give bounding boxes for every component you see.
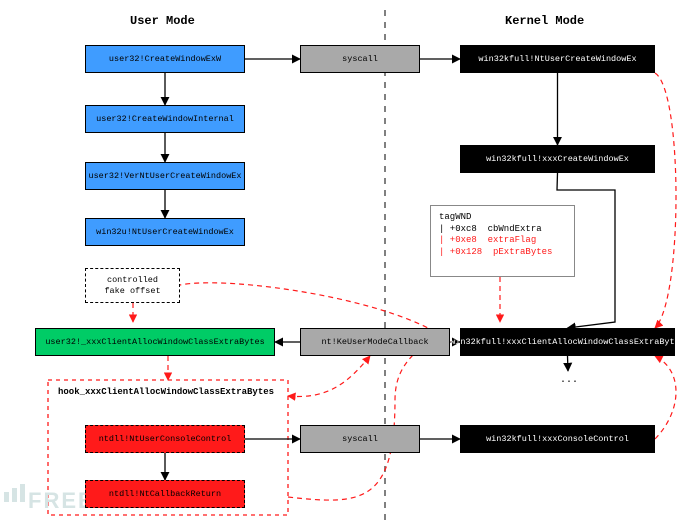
node-u5: user32!_xxxClientAllocWindowClassExtraBy… — [35, 328, 275, 356]
node-k1-label: win32kfull!NtUserCreateWindowEx — [478, 54, 636, 64]
node-h1: ntdll!NtUserConsoleControl — [85, 425, 245, 453]
node-k4: win32kfull!xxxConsoleControl — [460, 425, 655, 453]
node-fo: controlled fake offset — [85, 268, 180, 303]
node-u1: user32!CreateWindowExW — [85, 45, 245, 73]
red-edge-hookbox-to-cb — [288, 356, 370, 397]
node-k1: win32kfull!NtUserCreateWindowEx — [460, 45, 655, 73]
node-sc2-label: syscall — [342, 434, 378, 444]
node-cb: nt!KeUserModeCallback — [300, 328, 450, 356]
node-u4-label: win32u!NtUserCreateWindowEx — [96, 227, 234, 237]
red-edge-k1-to-k3-right-curve — [655, 73, 676, 328]
node-k2: win32kfull!xxxCreateWindowEx — [460, 145, 655, 173]
tagwnd-row: | +0xe8 extraFlag — [439, 235, 566, 247]
ellipsis-dots: ... — [560, 375, 578, 386]
node-u3: user32!VerNtUserCreateWindowEx — [85, 162, 245, 190]
node-u4: win32u!NtUserCreateWindowEx — [85, 218, 245, 246]
node-u1-label: user32!CreateWindowExW — [109, 54, 221, 64]
user-mode-header: User Mode — [130, 14, 195, 28]
tagwnd-struct-box: tagWND| +0xc8 cbWndExtra| +0xe8 extraFla… — [430, 205, 575, 277]
node-h2: ntdll!NtCallbackReturn — [85, 480, 245, 508]
tagwnd-title: tagWND — [439, 212, 566, 224]
node-u3-label: user32!VerNtUserCreateWindowEx — [88, 171, 241, 181]
node-sc1-label: syscall — [342, 54, 378, 64]
node-sc2: syscall — [300, 425, 420, 453]
node-u2: user32!CreateWindowInternal — [85, 105, 245, 133]
node-u2-label: user32!CreateWindowInternal — [96, 114, 234, 124]
node-k2-label: win32kfull!xxxCreateWindowEx — [486, 154, 629, 164]
node-sc1: syscall — [300, 45, 420, 73]
node-fo-label: controlled fake offset — [104, 275, 160, 295]
node-cb-label: nt!KeUserModeCallback — [321, 337, 428, 347]
kernel-mode-header: Kernel Mode — [505, 14, 584, 28]
node-k3-label: win32kfull!xxxClientAllocWindowClassExtr… — [450, 337, 685, 347]
tagwnd-row: | +0xc8 cbWndExtra — [439, 224, 566, 236]
red-edge-k4-to-k3-right-curve — [655, 356, 676, 439]
node-u5-label: user32!_xxxClientAllocWindowClassExtraBy… — [45, 337, 264, 347]
node-h2-label: ntdll!NtCallbackReturn — [109, 489, 221, 499]
red-edge-h2-return-to-cb — [288, 340, 430, 500]
node-k3: win32kfull!xxxClientAllocWindowClassExtr… — [460, 328, 675, 356]
node-h1-label: ntdll!NtUserConsoleControl — [99, 434, 232, 444]
node-k4-label: win32kfull!xxxConsoleControl — [486, 434, 629, 444]
tagwnd-row: | +0x128 pExtraBytes — [439, 247, 566, 259]
hook-container-label: hook_xxxClientAllocWindowClassExtraBytes — [58, 387, 274, 397]
